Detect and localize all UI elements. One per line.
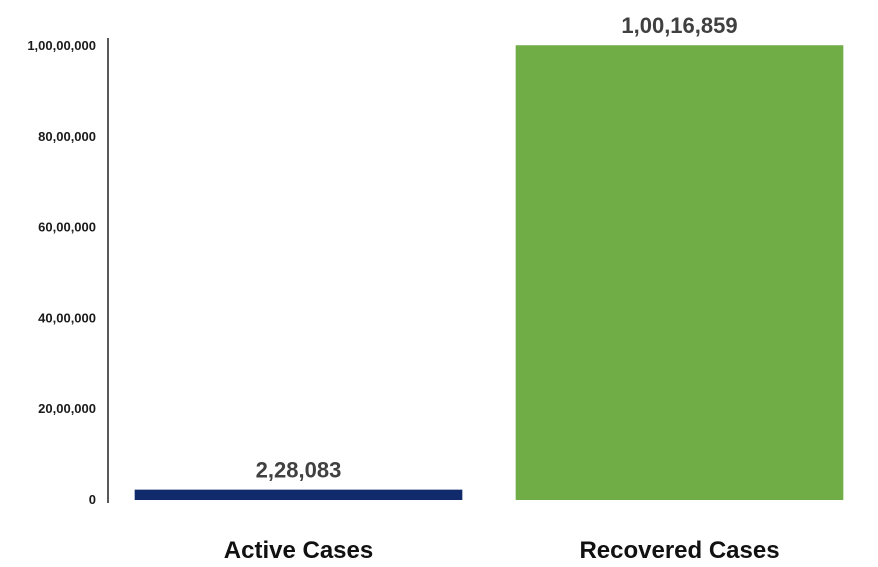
data-label: 2,28,083 [256,458,342,483]
y-tick-label: 80,00,000 [38,129,96,144]
y-tick-label: 20,00,000 [38,401,96,416]
data-label: 1,00,16,859 [621,13,737,38]
category-label: Recovered Cases [579,537,779,564]
bars: 2,28,083 1,00,16,859 [134,13,844,501]
y-tick-label: 1,00,00,000 [27,38,96,53]
bar-active-cases [134,489,463,500]
x-axis-labels: Active Cases Recovered Cases [224,537,780,564]
y-axis-ticks: 0 20,00,000 40,00,000 60,00,000 80,00,000 1,0… [27,38,96,507]
y-tick-label: 40,00,000 [38,310,96,325]
category-label: Active Cases [224,537,373,564]
bar-recovered-cases [515,45,844,501]
y-tick-label: 0 [89,492,96,507]
y-tick-label: 60,00,000 [38,220,96,235]
